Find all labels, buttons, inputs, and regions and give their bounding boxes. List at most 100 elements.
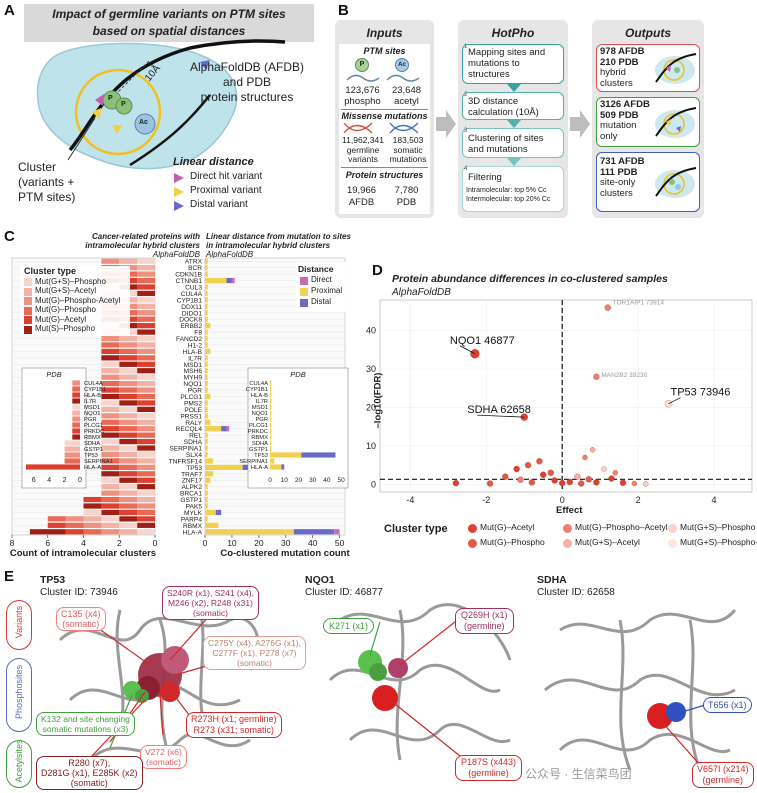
left-inset-tick-label: 6 — [32, 477, 36, 484]
left-bar-segment — [101, 477, 120, 483]
backbone-line-2 — [129, 94, 211, 167]
d-point-label: TOR1AIP1 73914 — [613, 300, 665, 307]
cluster-type-swatch-d — [468, 539, 477, 548]
tp53-c275-label: C275Y (x4), A276G (x1), C277F (x1), P278… — [203, 636, 306, 670]
sdha-t656-label: T656 (x1) — [703, 697, 752, 713]
d-x-tick-label: 0 — [560, 495, 565, 505]
arrow-inputs-hotpho — [436, 110, 456, 138]
left-tick-label: 4 — [81, 538, 86, 548]
left-bar-segment — [101, 361, 120, 367]
proximal-bar — [205, 509, 216, 516]
step-1-num: 1 — [464, 44, 468, 50]
left-bar-segment — [137, 445, 155, 451]
output-mutation-thumb — [655, 107, 697, 138]
tp53-r280-line3: (somatic) — [70, 778, 108, 788]
left-bar-segment — [119, 400, 138, 406]
d-point-label: MAN2B2 39230 — [601, 372, 647, 379]
left-bar-segment — [101, 484, 120, 490]
d-y-tick-label: 20 — [366, 403, 376, 413]
pdb-count: 7,780 — [394, 185, 419, 196]
d-label-leader — [477, 414, 525, 418]
inputs-title: Inputs — [366, 26, 403, 40]
left-inset-title: PDB — [46, 370, 61, 379]
protein-label: CUL3 — [185, 284, 202, 291]
right-inset-protein-label: GSTP1 — [249, 447, 268, 453]
left-inset-bar — [72, 386, 80, 392]
d-point — [612, 470, 618, 476]
direct-swatch-label: Direct — [311, 275, 332, 284]
left-inset-protein-label: SDHA — [84, 441, 100, 447]
protein-label: TP53 — [186, 465, 202, 472]
d-x-tick-label: -4 — [406, 495, 414, 505]
proximal-bar — [205, 393, 211, 400]
germline-stat: 11,962,341 germline variants — [339, 135, 387, 165]
inputs-inner — [339, 44, 430, 214]
tp53-c135-line2: (somatic) — [62, 619, 100, 629]
left-bar-segment — [137, 393, 155, 400]
left-bar-segment — [101, 413, 120, 419]
left-bar-segment — [137, 496, 155, 503]
proximal-bar — [205, 484, 208, 490]
cluster-type-label-c: Mut(G)–Phospho-Acetyl — [35, 295, 121, 305]
right-inset-proximal-bar — [270, 464, 282, 470]
proximal-bar — [205, 529, 294, 535]
protein-label: PMS2 — [184, 400, 202, 407]
proximal-bar — [205, 361, 208, 367]
left-bar-segment — [137, 438, 155, 445]
proximal-swatch — [300, 288, 308, 296]
left-bar-segment — [101, 342, 120, 348]
output-mutation-text: 3126 AFDB 509 PDB mutation only — [600, 99, 650, 142]
protein-label: PARP4 — [181, 516, 202, 523]
tp53-v272-line1: V272 (x6) — [145, 747, 182, 757]
left-bar-segment — [119, 509, 138, 516]
left-bar-segment — [101, 529, 120, 535]
panel-a-title-line1: Impact of germline variants on PTM sites — [52, 7, 286, 21]
tp53-cluster-id: Cluster ID: 73946 — [40, 587, 118, 598]
d-point — [578, 480, 585, 487]
left-bar-segment — [101, 432, 120, 438]
left-bar-segment — [119, 451, 138, 458]
d-point-label: NQO1 46877 — [450, 335, 515, 347]
sdha-v657-line2: (germline) — [702, 775, 744, 785]
d-y-tick-label: 40 — [366, 326, 376, 336]
d-point — [585, 476, 592, 483]
left-bar-segment — [137, 477, 155, 483]
left-bar-segment — [83, 516, 102, 522]
protein-label: CUL4A — [181, 291, 203, 298]
afdb-label: AFDB — [348, 197, 375, 208]
proximal-bar — [205, 348, 211, 355]
distal-swatch-label: Distal — [311, 297, 332, 306]
left-inset-protein-label: HLA-B — [84, 393, 101, 399]
tp53-k132-line2: somatic mutations (x3) — [42, 724, 129, 734]
proximal-bar — [205, 438, 208, 445]
cluster-type-swatch-d — [563, 524, 572, 533]
left-bar-segment — [137, 265, 155, 271]
right-title-line2: in intramolecular hybrid clusters — [206, 241, 331, 250]
right-inset-proximal-bar — [270, 446, 272, 452]
proximal-bar — [205, 516, 208, 522]
left-bar-segment — [101, 380, 120, 387]
left-tick-label: 6 — [45, 538, 50, 548]
protein-label: BRCA1 — [180, 491, 202, 498]
d-x-tick-label: 4 — [712, 495, 717, 505]
left-bar-segment — [119, 445, 138, 451]
left-bar-segment — [119, 348, 138, 355]
right-tick-label: 30 — [281, 538, 291, 548]
nqo1-k271-leader — [369, 621, 381, 656]
d-point — [547, 469, 554, 476]
step-2-text: 3D distance calculation (10Å) — [468, 96, 539, 118]
acetyl-count: 23,648 — [391, 85, 422, 96]
protein-label: GSTP1 — [180, 497, 202, 504]
tp53-v272-line2: (somatic) — [145, 757, 181, 767]
right-inset-title: PDB — [290, 370, 305, 379]
d-point — [631, 480, 637, 487]
proximal-bar — [205, 277, 227, 284]
proximal-bar — [205, 290, 208, 297]
left-bar-segment — [101, 426, 120, 432]
protein-label: SDHA — [184, 439, 203, 446]
phospho-label: phospho — [344, 96, 381, 107]
proximal-bar — [205, 426, 222, 432]
left-inset-protein-label: SERPINA1 — [84, 459, 113, 465]
left-bar-segment — [137, 374, 155, 380]
right-inset-proximal-bar — [270, 452, 302, 458]
